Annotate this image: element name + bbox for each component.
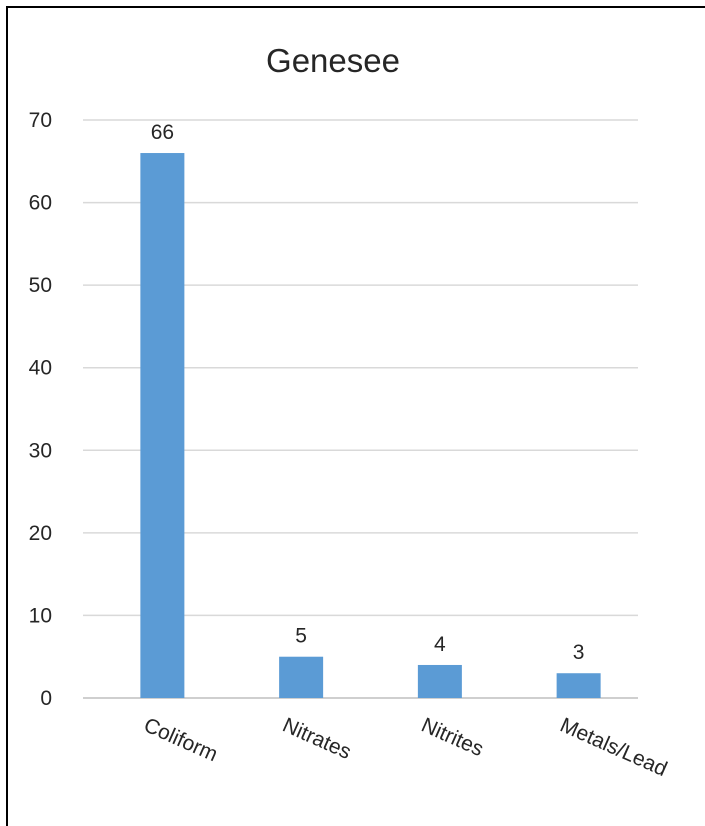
y-tick-label: 50	[29, 274, 52, 297]
bar-coliform	[140, 153, 185, 698]
data-label: 66	[151, 121, 174, 144]
data-label: 4	[434, 633, 446, 656]
y-tick-label: 10	[29, 604, 52, 627]
y-tick-label: 70	[29, 109, 52, 132]
data-label: 3	[573, 641, 585, 664]
x-tick-label: Metals/Lead	[557, 714, 671, 782]
bar-nitrites	[417, 664, 462, 698]
chart-title: Genesee	[266, 42, 400, 79]
data-label: 5	[295, 625, 307, 648]
x-tick-label: Nitrites	[418, 714, 487, 762]
bar-nitrates	[279, 656, 324, 698]
x-axis-ticks: Coliform Nitrates Nitrites Metals/Lead	[140, 714, 670, 782]
y-tick-label: 40	[29, 357, 52, 380]
x-tick-label: Nitrates	[279, 714, 354, 764]
chart-frame: Genesee 0 10 20 30 40 50 60 70 66 5 4 3 Coliform Ni…	[6, 6, 705, 826]
y-tick-label: 60	[29, 192, 52, 215]
bar-metals-lead	[556, 673, 601, 698]
y-tick-label: 30	[29, 439, 52, 462]
y-tick-label: 0	[40, 687, 52, 710]
data-labels: 66 5 4 3	[151, 121, 585, 664]
bars	[140, 153, 601, 698]
y-tick-label: 20	[29, 522, 52, 545]
y-axis-ticks: 0 10 20 30 40 50 60 70	[29, 109, 52, 710]
x-tick-label: Coliform	[140, 714, 221, 767]
